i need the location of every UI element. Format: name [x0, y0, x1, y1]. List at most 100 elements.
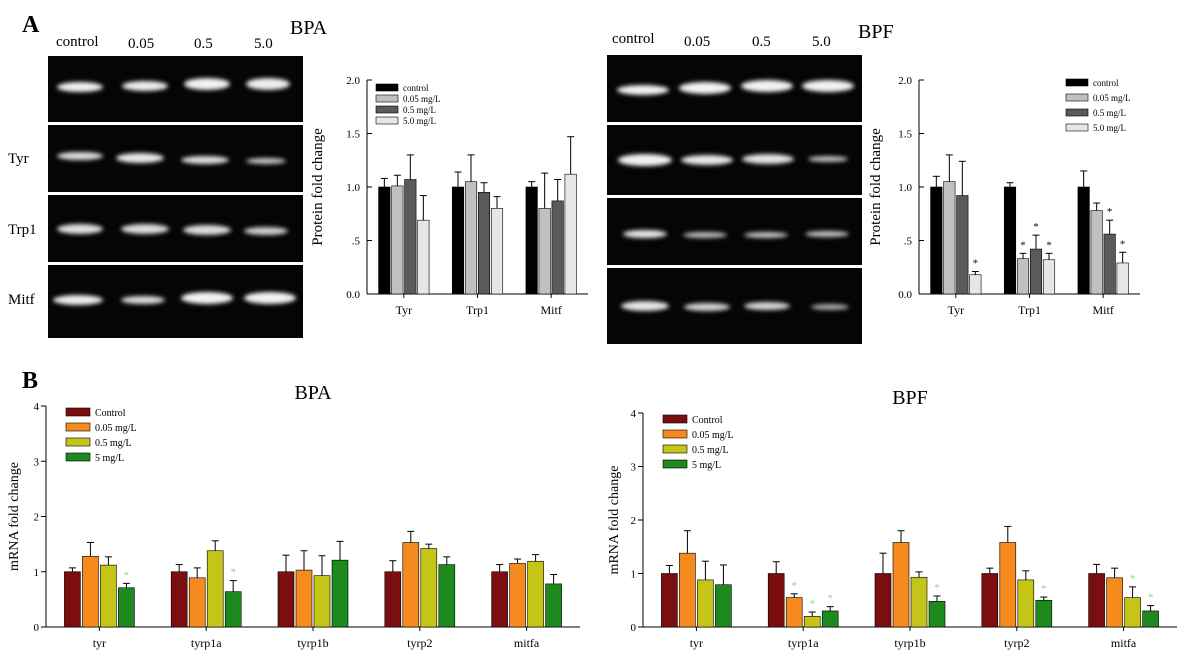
y-tick-label: 3	[631, 462, 637, 474]
blot-band	[244, 227, 288, 235]
blot-bpa-row-label-tyr: Tyr	[8, 151, 29, 167]
y-tick-label: 1.0	[346, 182, 360, 194]
blot-bpf-title: BPF	[858, 21, 894, 43]
blot-band	[805, 231, 849, 237]
bar	[417, 219, 430, 295]
x-tick-label: mitfa	[514, 636, 540, 650]
bar	[564, 173, 577, 295]
legend-swatch	[662, 444, 688, 454]
bar	[1077, 186, 1090, 295]
bar	[1090, 210, 1103, 295]
y-tick-label: 0	[631, 622, 637, 634]
legend-label: 0.5 mg/L	[692, 445, 729, 456]
blot-band	[53, 295, 103, 305]
bar-chart-3: 0 1 2 3 4 mRNA fold change BPA tyr tyrp1a tyrp1b t…	[7, 382, 580, 650]
blot-band	[183, 225, 231, 235]
blot-bpa-lane-control: control	[56, 34, 99, 50]
blot-bpf: BPF control 0.05 0.5 5.0	[607, 21, 894, 344]
bar	[1042, 259, 1056, 295]
blot-band	[744, 232, 788, 238]
bar	[1124, 597, 1141, 628]
legend-label: 5 mg/L	[95, 453, 124, 464]
panel-label-a: A	[22, 12, 40, 38]
legend-swatch	[1065, 123, 1089, 132]
x-tick-label: tyrp1a	[191, 636, 222, 650]
legend-swatch	[65, 437, 91, 447]
blot-band	[57, 152, 103, 160]
bar-chart-2: 0.0 .5 1.0 1.5 2.0 Protein fold change Tyr Trp1…	[868, 75, 1140, 317]
y-tick-label: 1.5	[898, 129, 912, 141]
x-tick-label: Trp1	[466, 303, 489, 317]
bar	[715, 584, 732, 628]
bar	[545, 583, 562, 628]
bar	[679, 552, 696, 628]
blot-band	[741, 80, 793, 92]
x-tick-label: Tyr	[396, 303, 413, 317]
y-tick-label: 2	[34, 512, 40, 524]
blot-band	[684, 303, 730, 311]
legend-label: Control	[95, 408, 126, 419]
bar	[1088, 573, 1105, 628]
bar	[331, 559, 349, 628]
x-tick-label: tyr	[690, 636, 703, 650]
significance-star: *	[230, 567, 236, 579]
legend-swatch	[1065, 108, 1089, 117]
blot-band	[121, 296, 165, 304]
y-tick-label: .5	[904, 236, 913, 248]
x-tick-label: tyrp1a	[788, 636, 819, 650]
bar	[82, 555, 99, 628]
bar	[892, 542, 910, 628]
legend-label: 5 mg/L	[692, 460, 721, 471]
chart-title: BPF	[892, 387, 928, 409]
y-axis-label: Protein fold change	[868, 128, 884, 246]
y-tick-label: 2.0	[898, 75, 912, 87]
significance-star: *	[973, 258, 979, 270]
bar	[943, 181, 956, 295]
legend-swatch	[1065, 78, 1089, 87]
bar	[378, 186, 391, 295]
bar	[803, 615, 821, 628]
bar	[313, 575, 331, 628]
bar	[100, 564, 117, 628]
legend-label: control	[403, 83, 429, 93]
bar	[527, 560, 544, 628]
bar	[490, 208, 504, 295]
legend-label: 5.0 mg/L	[1093, 123, 1126, 133]
x-tick-label: mitfa	[1111, 636, 1137, 650]
blot-band	[811, 304, 849, 310]
bar	[910, 576, 928, 628]
x-tick-label: Trp1	[1018, 303, 1041, 317]
blot-band	[57, 82, 103, 92]
blot-band	[57, 224, 103, 234]
bar	[420, 548, 438, 628]
y-tick-label: 4	[631, 408, 637, 420]
legend-swatch	[375, 105, 399, 114]
bar	[224, 591, 242, 628]
x-tick-label: tyr	[93, 636, 106, 650]
bar	[525, 186, 538, 295]
legend-swatch	[65, 422, 91, 432]
panel-label-b: B	[22, 368, 38, 394]
legend-swatch	[662, 459, 688, 469]
significance-star: *	[1148, 592, 1154, 604]
bar	[661, 573, 678, 628]
bar	[438, 564, 456, 628]
blot-bpa-lane-5-0: 5.0	[254, 36, 273, 52]
bar	[956, 195, 969, 295]
bar	[930, 186, 943, 295]
significance-star: *	[1020, 239, 1026, 251]
y-tick-label: 1	[631, 569, 637, 581]
bar	[1103, 233, 1116, 295]
blot-band	[122, 81, 168, 91]
blot-band	[181, 292, 233, 304]
legend-swatch	[65, 452, 91, 462]
y-tick-label: 0.0	[346, 289, 360, 301]
blot-band	[681, 155, 733, 165]
blot-band	[244, 292, 296, 304]
bar	[1106, 577, 1123, 628]
x-tick-label: Tyr	[948, 303, 965, 317]
y-tick-label: 2	[631, 515, 637, 527]
legend-label: 5.0 mg/L	[403, 116, 436, 126]
legend-label: Control	[692, 415, 723, 426]
